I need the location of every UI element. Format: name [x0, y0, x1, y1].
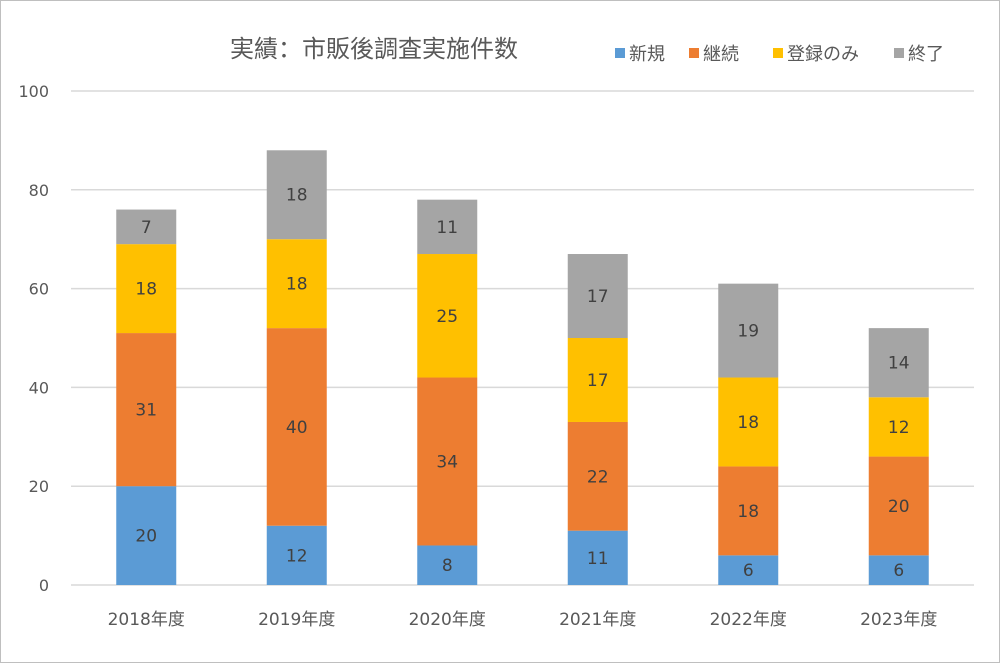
x-tick-label: 2022年度 [710, 610, 787, 630]
chart-title: 実績：市販後調査実施件数 [230, 35, 518, 63]
bar-segment [116, 244, 177, 334]
legend-swatch [689, 48, 699, 58]
bar-segment [266, 525, 327, 585]
y-tick-label: 40 [29, 378, 49, 397]
legend-swatch [615, 48, 625, 58]
data-label: 14 [888, 354, 910, 374]
bar-segment [718, 377, 779, 467]
data-label: 20 [135, 527, 157, 547]
bar-segment [567, 421, 628, 531]
y-tick-label: 100 [18, 82, 49, 101]
x-tick-label: 2019年度 [258, 610, 335, 630]
data-label: 6 [893, 561, 904, 581]
bar-segment [116, 333, 177, 487]
data-label: 11 [587, 549, 609, 569]
x-tick-label: 2021年度 [559, 610, 636, 630]
legend-label: 登録のみ [787, 44, 859, 65]
data-label: 12 [888, 418, 910, 438]
y-tick-label: 0 [39, 576, 49, 595]
data-label: 7 [141, 218, 152, 238]
data-label: 34 [436, 453, 458, 473]
bar-segment [718, 555, 779, 585]
data-label: 17 [587, 371, 609, 391]
bar-segment [868, 555, 929, 585]
x-tick-label: 2023年度 [860, 610, 937, 630]
data-label: 8 [442, 556, 453, 576]
bar-segment [417, 254, 478, 378]
data-label: 19 [737, 322, 759, 342]
data-label: 18 [737, 502, 759, 522]
bar-segment [417, 545, 478, 585]
bar-segment [567, 338, 628, 422]
data-label: 11 [436, 218, 458, 238]
bar-segment [266, 239, 327, 329]
bar-segment [868, 328, 929, 398]
data-label: 18 [286, 186, 308, 206]
bar-segment [116, 486, 177, 585]
bar-segment [116, 209, 177, 245]
data-label: 20 [888, 497, 910, 517]
data-label: 31 [135, 401, 157, 421]
y-tick-label: 80 [29, 181, 49, 200]
bar-segment [718, 283, 779, 378]
legend-label: 終了 [908, 44, 944, 65]
legend: 新規 継続 登録のみ 終了 [615, 44, 944, 65]
data-label: 12 [286, 546, 308, 566]
bar-segment [266, 150, 327, 240]
bar-segment [417, 377, 478, 546]
data-label: 6 [743, 561, 754, 581]
bar-segment [718, 466, 779, 556]
legend-label: 継続 [703, 44, 739, 65]
bar-segment [567, 530, 628, 585]
bar-segment [868, 397, 929, 457]
y-tick-label: 60 [29, 280, 49, 299]
data-label: 18 [286, 275, 308, 295]
bar-segment [567, 254, 628, 338]
bars [116, 150, 929, 585]
data-label: 18 [135, 280, 157, 300]
data-label: 25 [436, 307, 458, 327]
data-label: 18 [737, 413, 759, 433]
bar-segment [266, 328, 327, 526]
gridlines [71, 90, 974, 586]
bar-segment [868, 456, 929, 556]
data-label: 40 [286, 418, 308, 438]
legend-swatch [894, 48, 904, 58]
bar-segment [417, 199, 478, 255]
data-label: 22 [587, 467, 609, 487]
legend-label: 新規 [629, 44, 665, 65]
x-tick-label: 2018年度 [108, 610, 185, 630]
x-axis-ticks: 2018年度 2019年度 2020年度 2021年度 2022年度 2023年度 [108, 610, 938, 630]
data-label: 17 [587, 287, 609, 307]
data-labels: 20 31 18 7 12 40 18 18 8 34 25 11 11 22 17 17 6 18 18 19 6 20… [135, 186, 909, 581]
y-tick-label: 20 [29, 477, 49, 496]
y-axis-ticks: 0 20 40 60 80 100 [18, 82, 49, 595]
x-tick-label: 2020年度 [409, 610, 486, 630]
legend-swatch [773, 48, 783, 58]
